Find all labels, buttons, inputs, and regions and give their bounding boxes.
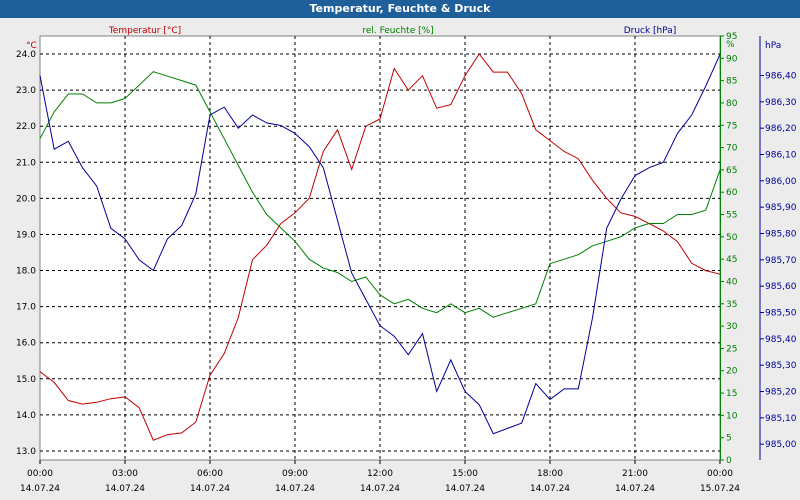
- press-tick-label: 985,50: [765, 309, 797, 319]
- hum-tick-label: 55: [726, 211, 737, 221]
- temp-tick-label: 13.0: [16, 447, 36, 457]
- press-tick-label: 985,70: [765, 256, 797, 266]
- x-tick-date: 15.07.24: [700, 484, 740, 494]
- hum-unit: %: [726, 40, 735, 50]
- hum-axis-label: rel. Feuchte [%]: [362, 26, 433, 36]
- hum-tick-label: 65: [726, 166, 737, 176]
- press-tick-label: 986,40: [765, 72, 797, 82]
- x-tick-label: 15:00: [452, 469, 478, 479]
- temp-tick-label: 17.0: [16, 303, 36, 313]
- temp-tick-label: 16.0: [16, 339, 36, 349]
- hum-tick-label: 90: [726, 54, 738, 64]
- x-tick-label: 21:00: [622, 469, 648, 479]
- x-tick-date: 14.07.24: [275, 484, 315, 494]
- temp-tick-label: 21.0: [16, 158, 36, 168]
- hum-tick-label: 50: [726, 233, 738, 243]
- hum-tick-label: 10: [726, 411, 738, 421]
- temp-tick-label: 23.0: [16, 86, 36, 96]
- hum-tick-label: 85: [726, 77, 737, 87]
- hum-tick-label: 60: [726, 188, 738, 198]
- hum-tick-label: 25: [726, 344, 737, 354]
- x-tick-label: 09:00: [282, 469, 308, 479]
- press-tick-label: 985,90: [765, 203, 797, 213]
- hum-tick-label: 80: [726, 99, 738, 109]
- temp-tick-label: 19.0: [16, 230, 36, 240]
- press-unit: hPa: [765, 41, 781, 51]
- hum-tick-label: 70: [726, 144, 738, 154]
- x-tick-label: 06:00: [197, 469, 223, 479]
- temp-tick-label: 20.0: [16, 194, 36, 204]
- x-tick-label: 18:00: [537, 469, 563, 479]
- temp-tick-label: 15.0: [16, 375, 36, 385]
- series-layer: [39, 53, 721, 441]
- hum-series-line: [39, 71, 721, 318]
- x-tick-date: 14.07.24: [105, 484, 145, 494]
- temp-tick-label: 18.0: [16, 267, 36, 277]
- x-tick-label: 00:00: [707, 469, 733, 479]
- temp-series-line: [39, 53, 721, 441]
- hum-tick-label: 75: [726, 121, 737, 131]
- press-tick-label: 986,10: [765, 151, 797, 161]
- press-tick-label: 985,00: [765, 440, 797, 450]
- hum-tick-label: 40: [726, 277, 738, 287]
- temp-axis-label: Temperatur [°C]: [108, 26, 181, 36]
- hum-tick-label: 30: [726, 322, 738, 332]
- press-axis-label: Druck [hPa]: [624, 26, 677, 36]
- axis-layer: 00:00 14.07.24 03:00 14.07.24 06:00 14.07.24 0…: [16, 26, 797, 494]
- hum-tick-label: 35: [726, 300, 737, 310]
- x-tick-label: 00:00: [27, 469, 53, 479]
- press-tick-label: 985,20: [765, 388, 797, 398]
- temp-unit: °C: [26, 41, 37, 51]
- temp-tick-label: 14.0: [16, 411, 36, 421]
- hum-tick-label: 45: [726, 255, 737, 265]
- press-tick-label: 985,60: [765, 282, 797, 292]
- hum-tick-label: 20: [726, 367, 738, 377]
- press-tick-label: 985,10: [765, 414, 797, 424]
- x-tick-date: 14.07.24: [615, 484, 655, 494]
- temp-tick-label: 22.0: [16, 122, 36, 132]
- hum-tick-label: 95: [726, 32, 737, 42]
- x-tick-label: 12:00: [367, 469, 393, 479]
- press-tick-label: 986,00: [765, 177, 797, 187]
- x-tick-date: 14.07.24: [190, 484, 230, 494]
- press-tick-label: 985,40: [765, 335, 797, 345]
- press-tick-label: 985,80: [765, 230, 797, 240]
- hum-tick-label: 15: [726, 389, 737, 399]
- x-tick-date: 14.07.24: [445, 484, 485, 494]
- grid-lines: [40, 36, 720, 460]
- chart-title: Temperatur, Feuchte & Druck: [0, 0, 800, 18]
- x-tick-date: 14.07.24: [20, 484, 60, 494]
- x-tick-date: 14.07.24: [530, 484, 570, 494]
- x-tick-date: 14.07.24: [360, 484, 400, 494]
- hum-tick-label: 0: [726, 456, 732, 466]
- press-tick-label: 986,20: [765, 124, 797, 134]
- temp-tick-label: 24.0: [16, 50, 36, 60]
- x-tick-label: 03:00: [112, 469, 138, 479]
- hum-tick-label: 5: [726, 434, 732, 444]
- press-series-line: [39, 54, 721, 435]
- press-tick-label: 986,30: [765, 98, 797, 108]
- press-tick-label: 985,30: [765, 361, 797, 371]
